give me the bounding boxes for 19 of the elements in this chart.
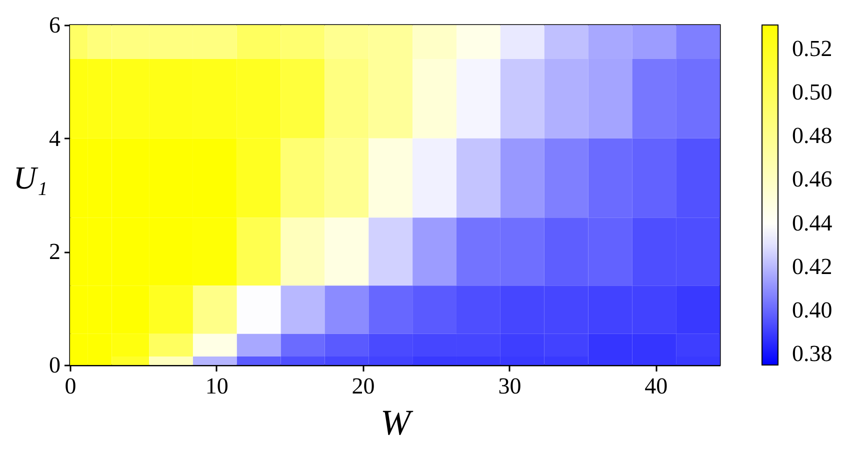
x-tick-label: 10 [205, 374, 228, 398]
x-tick-label: 30 [498, 374, 522, 398]
x-tick-label: 40 [644, 374, 668, 398]
color-bar-label: 0.52 [792, 36, 832, 61]
color-bar-label: 0.38 [792, 341, 832, 366]
y-tick-label: 4 [49, 126, 61, 151]
color-bar-label: 0.40 [792, 298, 832, 323]
x-tick-label: 0 [64, 374, 76, 398]
y-tick-label: 6 [49, 12, 60, 38]
color-bar-label: 0.50 [792, 80, 832, 105]
x-axis-title: W [380, 402, 414, 442]
x-tick-label: 20 [352, 374, 375, 398]
y-axis-title: U₁ [13, 160, 48, 196]
color-bar-label: 0.48 [792, 123, 832, 148]
y-tick-label: 2 [49, 239, 60, 264]
color-bar-label: 0.46 [792, 166, 832, 192]
color-bar-label: 0.42 [792, 254, 832, 279]
y-tick-label: 0 [49, 352, 60, 378]
color-bar-label: 0.44 [792, 210, 833, 236]
